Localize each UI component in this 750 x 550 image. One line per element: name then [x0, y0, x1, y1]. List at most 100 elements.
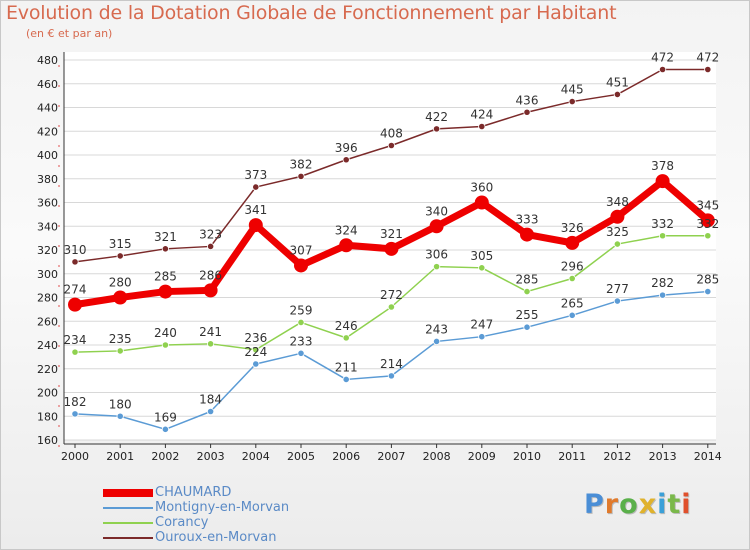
- data-point-corancy: [658, 232, 667, 240]
- data-label-corancy: 325: [606, 225, 629, 239]
- x-tick-label: 2011: [558, 450, 586, 463]
- data-point-montigny-en-morvan: [704, 287, 712, 296]
- data-point-chaumard: [474, 195, 489, 210]
- data-point-corancy: [613, 240, 622, 248]
- data-point-ouroux-en-morvan: [71, 258, 79, 266]
- legend-item: Montigny-en-Morvan: [103, 500, 383, 515]
- data-point-ouroux-en-morvan: [342, 156, 350, 164]
- x-tick-label: 2003: [197, 450, 225, 463]
- legend-item: Ouroux-en-Morvan: [103, 530, 383, 545]
- data-point-ouroux-en-morvan: [478, 122, 486, 131]
- data-point-chaumard: [113, 290, 128, 305]
- data-point-montigny-en-morvan: [116, 412, 124, 420]
- x-tick-label: 2001: [106, 450, 134, 463]
- y-tick-label: 260: [37, 315, 58, 328]
- data-point-corancy: [116, 347, 124, 355]
- data-point-montigny-en-morvan: [478, 333, 486, 341]
- data-label-montigny-en-morvan: 211: [335, 360, 358, 374]
- data-point-corancy: [432, 263, 441, 271]
- data-label-ouroux-en-morvan: 472: [651, 51, 674, 65]
- data-label-chaumard: 378: [651, 159, 674, 173]
- data-point-montigny-en-morvan: [387, 372, 395, 380]
- data-label-corancy: 285: [516, 273, 539, 287]
- data-label-montigny-en-morvan: 255: [516, 308, 539, 322]
- data-point-montigny-en-morvan: [207, 407, 215, 416]
- y-tick-label: 280: [37, 292, 58, 305]
- data-label-corancy: 241: [199, 325, 222, 339]
- x-tick-label: 2012: [603, 450, 631, 463]
- proxiti-logo: Proxiti: [584, 489, 692, 520]
- data-label-chaumard: 285: [154, 270, 177, 284]
- data-point-ouroux-en-morvan: [613, 90, 622, 99]
- y-tick-label: 380: [37, 173, 58, 186]
- data-label-ouroux-en-morvan: 321: [154, 230, 177, 244]
- data-label-montigny-en-morvan: 243: [425, 322, 448, 336]
- data-point-montigny-en-morvan: [523, 323, 531, 331]
- data-point-chaumard: [520, 227, 534, 242]
- data-label-montigny-en-morvan: 214: [380, 357, 403, 371]
- data-point-chaumard: [610, 209, 625, 224]
- data-label-corancy: 332: [696, 217, 719, 231]
- chart-title: Evolution de la Dotation Globale de Fonc…: [6, 2, 617, 24]
- data-point-ouroux-en-morvan: [116, 252, 124, 260]
- data-point-ouroux-en-morvan: [297, 172, 305, 180]
- data-point-montigny-en-morvan: [432, 337, 441, 346]
- legend-swatch: [103, 507, 153, 509]
- data-point-montigny-en-morvan: [658, 291, 667, 299]
- x-tick-label: 2004: [242, 450, 270, 463]
- data-label-corancy: 235: [109, 332, 132, 346]
- data-label-montigny-en-morvan: 169: [154, 410, 177, 424]
- y-tick-label: 180: [37, 410, 58, 423]
- data-label-montigny-en-morvan: 180: [109, 397, 132, 411]
- data-label-chaumard: 360: [470, 181, 493, 195]
- legend-item: Corancy: [103, 515, 383, 530]
- data-label-chaumard: 286: [199, 268, 222, 282]
- data-point-corancy: [478, 264, 486, 272]
- legend-swatch: [103, 522, 153, 524]
- y-tick-label: 460: [37, 78, 58, 91]
- data-label-ouroux-en-morvan: 373: [244, 168, 267, 182]
- data-label-chaumard: 280: [109, 276, 132, 290]
- y-tick-label: 200: [37, 387, 58, 400]
- data-label-corancy: 306: [425, 248, 448, 262]
- data-point-corancy: [207, 340, 215, 348]
- data-label-montigny-en-morvan: 265: [561, 296, 584, 310]
- y-tick-label: 320: [37, 244, 58, 257]
- data-point-montigny-en-morvan: [71, 410, 79, 418]
- x-tick-label: 2014: [694, 450, 722, 463]
- data-label-montigny-en-morvan: 277: [606, 282, 629, 296]
- y-tick-label: 360: [37, 197, 58, 210]
- data-point-montigny-en-morvan: [252, 360, 260, 368]
- legend-label: CHAUMARD: [155, 485, 232, 500]
- data-label-chaumard: 333: [516, 213, 539, 227]
- legend-label: Montigny-en-Morvan: [155, 500, 290, 515]
- data-point-corancy: [523, 287, 531, 296]
- data-label-chaumard: 340: [425, 204, 448, 218]
- data-point-ouroux-en-morvan: [252, 183, 260, 191]
- y-tick-label: 300: [37, 268, 58, 281]
- y-tick-label: 400: [37, 149, 58, 162]
- legend-label: Corancy: [155, 515, 209, 530]
- x-tick-label: 2006: [332, 450, 360, 463]
- data-label-corancy: 234: [64, 333, 87, 347]
- x-tick-label: 2007: [377, 450, 405, 463]
- data-label-montigny-en-morvan: 182: [64, 395, 87, 409]
- x-tick-label: 2000: [61, 450, 89, 463]
- data-label-chaumard: 341: [244, 203, 267, 217]
- data-point-chaumard: [248, 218, 263, 233]
- data-point-corancy: [297, 318, 305, 327]
- legend-item: CHAUMARD: [103, 485, 383, 500]
- data-point-chaumard: [68, 297, 82, 312]
- data-point-corancy: [252, 346, 260, 354]
- data-label-chaumard: 326: [561, 221, 584, 235]
- data-label-corancy: 332: [651, 217, 674, 231]
- data-point-corancy: [704, 232, 712, 240]
- data-label-chaumard: 345: [696, 198, 719, 212]
- data-point-ouroux-en-morvan: [207, 242, 215, 251]
- data-point-corancy: [568, 274, 576, 283]
- x-tick-label: 2008: [423, 450, 451, 463]
- data-label-corancy: 246: [335, 319, 358, 333]
- data-label-ouroux-en-morvan: 310: [64, 243, 87, 257]
- x-tick-label: 2005: [287, 450, 315, 463]
- data-label-corancy: 236: [244, 331, 267, 345]
